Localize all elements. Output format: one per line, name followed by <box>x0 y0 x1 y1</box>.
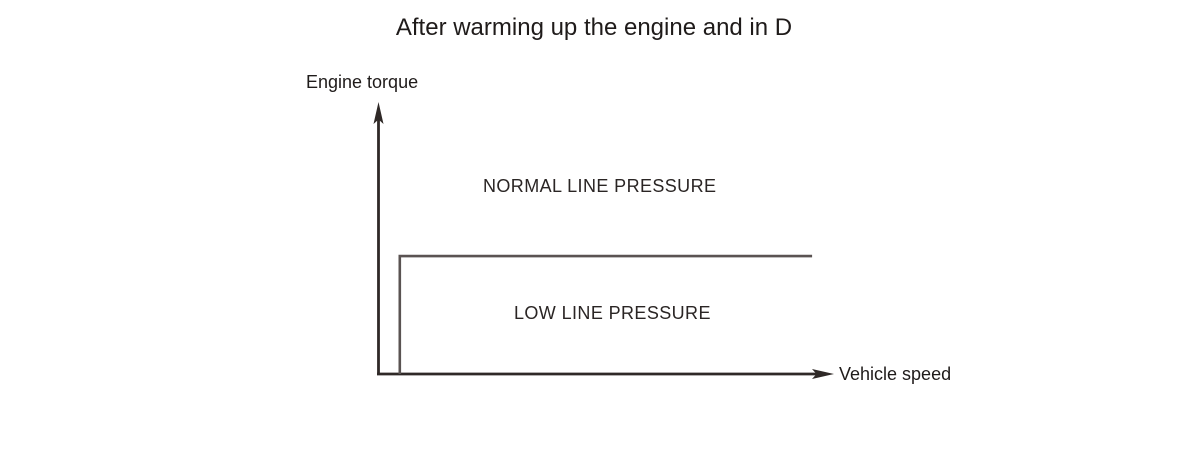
normal-line-pressure-label: NORMAL LINE PRESSURE <box>483 176 717 196</box>
y-axis-label: Engine torque <box>306 72 419 92</box>
y-axis-arrowhead <box>373 102 384 124</box>
low-line-pressure-label: LOW LINE PRESSURE <box>514 303 711 323</box>
step-line <box>398 254 813 374</box>
chart-title: After warming up the engine and in D <box>395 14 793 41</box>
x-axis-label: Vehicle speed <box>839 364 952 384</box>
x-axis-arrowhead <box>812 369 834 379</box>
